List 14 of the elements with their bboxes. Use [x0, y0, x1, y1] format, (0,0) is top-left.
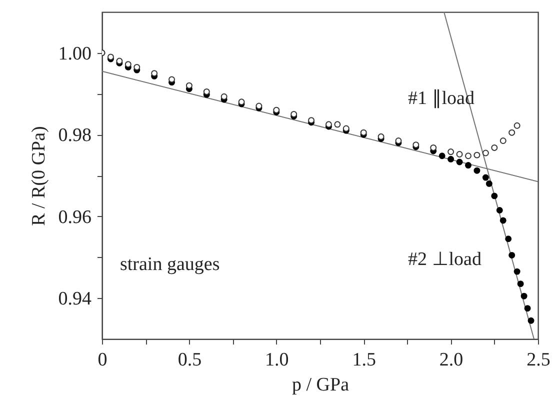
x-tick-label: 2.0: [439, 350, 464, 370]
x-tick-label: 1.5: [352, 350, 376, 370]
x-tick-label: 1.0: [265, 350, 289, 370]
x-tick-label: 0: [98, 350, 108, 370]
y-tick-label: 0.94: [58, 288, 92, 310]
x-tick-label: 2.5: [526, 350, 550, 370]
y-tick-label: 1.00: [58, 43, 92, 64]
y-axis-title: R / R(0 GPa): [28, 126, 50, 226]
x-axis-title: p / GPa: [292, 374, 350, 396]
x-tick-label: 0.5: [178, 350, 202, 370]
y-tick-label: 0.98: [58, 125, 92, 146]
series-label: #2 ⊥load: [408, 249, 482, 270]
y-tick-label: 0.96: [58, 206, 92, 228]
annotation: strain gauges: [120, 254, 220, 275]
